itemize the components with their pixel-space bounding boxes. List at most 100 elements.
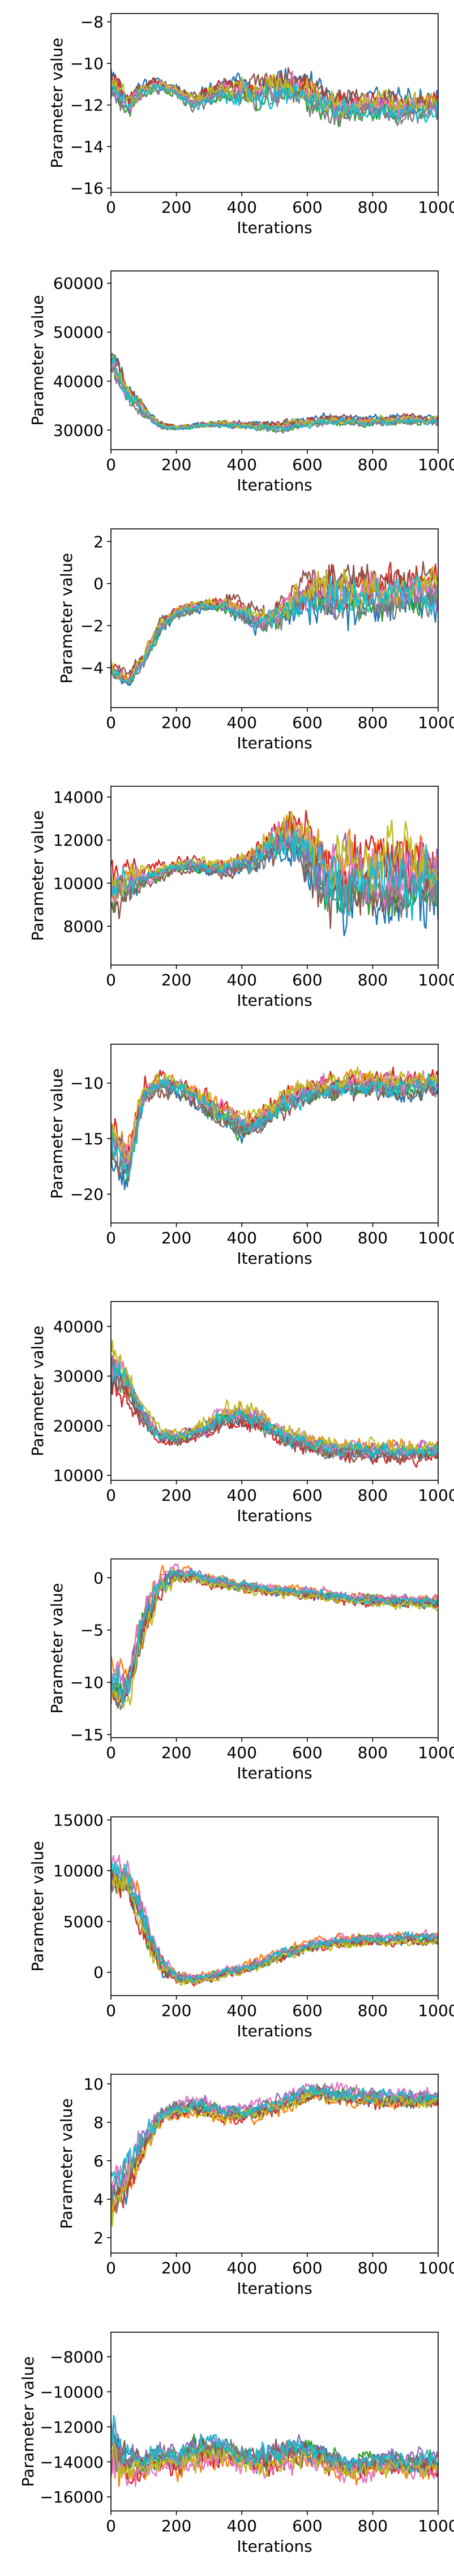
subplot-10: 0 200 400 600 800 1000 −16000 −14000 −12000 −1000… — [19, 2332, 454, 2556]
x-tick-label: 600 — [292, 1743, 322, 1762]
x-tick-label: 600 — [292, 2517, 322, 2535]
y-tick-label: −5 — [80, 1621, 104, 1640]
y-tick-label: −10 — [70, 1673, 104, 1692]
y-tick-label: 14000 — [53, 788, 104, 807]
y-axis-label: Parameter value — [28, 810, 47, 941]
series-line-9 — [111, 74, 438, 118]
y-axis-label: Parameter value — [28, 1841, 47, 1971]
series-line-10 — [111, 354, 438, 432]
x-axis-label: Iterations — [237, 1764, 312, 1782]
y-tick-label: 0 — [93, 1569, 104, 1587]
x-axis-label: Iterations — [237, 2022, 312, 2040]
axes-frame — [110, 786, 439, 966]
x-axis-label: Iterations — [237, 218, 312, 237]
x-tick-label: 800 — [358, 2517, 388, 2535]
x-tick-label: 0 — [106, 971, 116, 989]
x-tick-label: 0 — [106, 198, 116, 217]
y-tick-label: 2 — [93, 2229, 104, 2247]
x-tick-label: 800 — [358, 1743, 388, 1762]
y-tick-label: 10000 — [53, 1862, 104, 1880]
x-tick-label: 600 — [292, 455, 322, 474]
x-tick-label: 400 — [226, 1229, 256, 1247]
y-tick-label: −15 — [70, 1725, 104, 1744]
x-tick-label: 400 — [226, 1743, 256, 1762]
subplot-1: 0 200 400 600 800 1000 −16 −14 −12 −10 −8 Iteration… — [48, 13, 454, 237]
series-line-10 — [111, 1073, 438, 1179]
x-tick-label: 1000 — [418, 1743, 454, 1762]
x-axis-label: Iterations — [237, 476, 312, 494]
y-tick-label: 4 — [93, 2190, 104, 2209]
x-tick-label: 0 — [106, 1229, 116, 1247]
series-line-8 — [111, 1360, 438, 1461]
series-line-9 — [111, 1873, 438, 1986]
y-tick-label: −16000 — [40, 2488, 104, 2506]
x-tick-label: 200 — [161, 2259, 191, 2277]
x-tick-label: 200 — [161, 1743, 191, 1762]
series-line-9 — [111, 1066, 438, 1161]
x-tick-label: 1000 — [418, 2001, 454, 2020]
x-tick-label: 0 — [106, 1743, 116, 1762]
x-tick-label: 200 — [161, 2517, 191, 2535]
y-tick-label: −14 — [70, 137, 104, 156]
x-axis-label: Iterations — [237, 1249, 312, 1268]
series-line-10 — [111, 1861, 438, 1983]
series-group — [111, 1066, 438, 1191]
y-tick-label: 0 — [93, 1963, 104, 1982]
x-tick-label: 200 — [161, 455, 191, 474]
axes-frame — [110, 1044, 439, 1224]
y-tick-label: −16 — [70, 179, 104, 198]
subplot-7: 0 200 400 600 800 1000 −15 −10 −5 0 Iterations Para… — [48, 1558, 454, 1782]
y-tick-label: 30000 — [53, 421, 104, 440]
x-tick-label: 1000 — [418, 971, 454, 989]
axes-frame — [110, 1558, 439, 1738]
x-tick-label: 1000 — [418, 2517, 454, 2535]
y-tick-label: 15000 — [53, 1811, 104, 1829]
y-tick-label: 5000 — [63, 1912, 104, 1931]
subplot-2: 0 200 400 600 800 1000 30000 40000 50000 60000 Ite… — [28, 270, 454, 494]
axes-frame — [110, 270, 439, 450]
x-tick-label: 800 — [358, 1229, 388, 1247]
series-group — [111, 67, 438, 128]
y-tick-label: 8 — [93, 2113, 104, 2132]
series-line-9 — [111, 2443, 438, 2480]
y-tick-label: 60000 — [53, 274, 104, 293]
y-tick-label: 0 — [93, 575, 104, 593]
x-tick-label: 400 — [226, 1486, 256, 1505]
y-tick-label: 30000 — [53, 1367, 104, 1386]
y-tick-label: −10 — [70, 54, 104, 73]
x-tick-label: 0 — [106, 713, 116, 732]
x-tick-label: 400 — [226, 713, 256, 732]
series-line-10 — [111, 830, 438, 921]
y-tick-label: −2 — [80, 617, 104, 635]
series-line-10 — [111, 2415, 438, 2474]
x-tick-label: 600 — [292, 971, 322, 989]
x-tick-label: 800 — [358, 971, 388, 989]
x-tick-label: 800 — [358, 455, 388, 474]
x-tick-label: 0 — [106, 2517, 116, 2535]
x-tick-label: 1000 — [418, 1229, 454, 1247]
subplot-3: 0 200 400 600 800 1000 −4 −2 0 2 Iterations Paramet… — [57, 528, 454, 752]
y-axis-label: Parameter value — [48, 37, 66, 168]
y-tick-label: −10000 — [40, 2383, 104, 2401]
series-group — [111, 561, 438, 686]
series-group — [111, 809, 438, 937]
series-line-10 — [111, 1569, 438, 1705]
x-tick-label: 0 — [106, 455, 116, 474]
y-axis-label: Parameter value — [28, 295, 47, 425]
x-tick-label: 800 — [358, 713, 388, 732]
series-line-10 — [111, 81, 438, 123]
axes-frame — [110, 2074, 439, 2254]
series-group — [111, 1854, 438, 1987]
y-tick-label: 8000 — [63, 917, 104, 936]
x-tick-label: 200 — [161, 1486, 191, 1505]
subplot-9: 0 200 400 600 800 1000 2 4 6 8 10 Iterations Paramet… — [57, 2074, 454, 2298]
x-tick-label: 600 — [292, 713, 322, 732]
x-tick-label: 600 — [292, 1229, 322, 1247]
x-tick-label: 800 — [358, 2001, 388, 2020]
y-tick-label: −12 — [70, 96, 104, 115]
x-tick-label: 400 — [226, 2001, 256, 2020]
x-tick-label: 600 — [292, 198, 322, 217]
axes-frame — [110, 13, 439, 193]
